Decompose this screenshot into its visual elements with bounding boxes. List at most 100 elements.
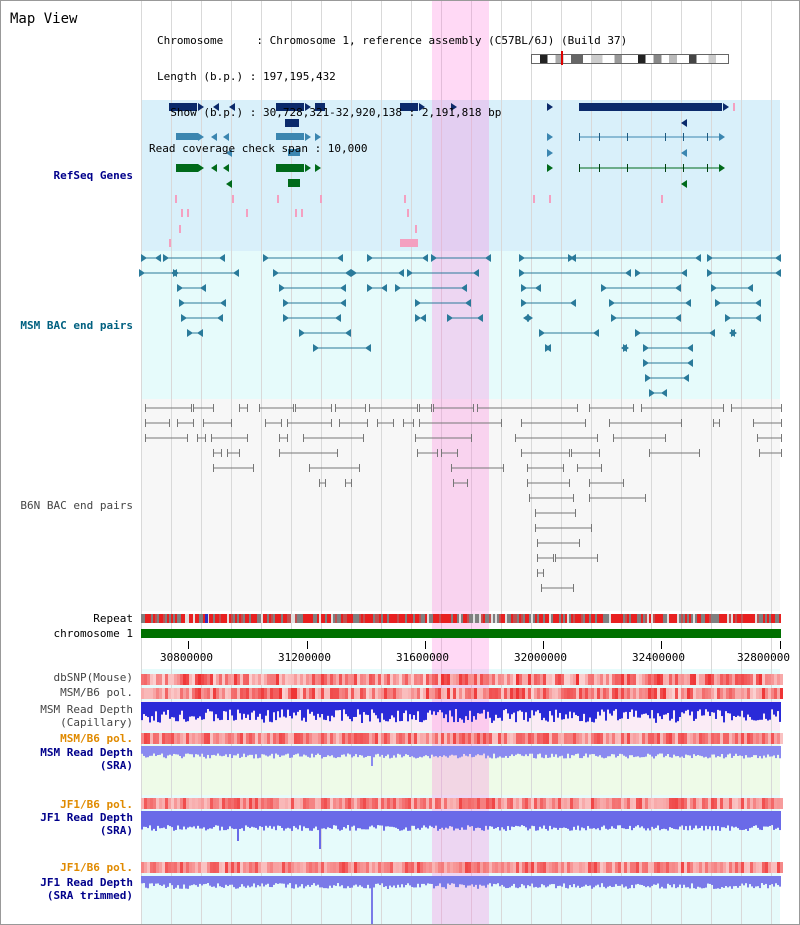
polymorphism-cell <box>444 733 447 744</box>
track-label-jf1-depth-sra-line2[interactable]: (SRA) <box>99 824 133 837</box>
polymorphism-cell <box>150 798 153 809</box>
read-depth-bar <box>759 746 761 757</box>
polymorphism-cell <box>492 862 495 873</box>
read-depth-bar <box>487 811 489 830</box>
read-depth-bar <box>209 746 211 759</box>
read-depth-bar <box>173 702 175 718</box>
polymorphism-cell <box>450 674 453 685</box>
track-label-msm-depth-cap-line1[interactable]: MSM Read Depth <box>40 703 133 716</box>
track-label-b6n-bac[interactable]: B6N BAC end pairs <box>20 499 133 512</box>
polymorphism-cell <box>588 674 591 685</box>
polymorphism-cell <box>531 688 534 699</box>
read-depth-bar <box>667 811 669 831</box>
bac-end-pair <box>181 314 187 322</box>
polymorphism-cell <box>489 733 492 744</box>
track-label-msm-b6-pol-2[interactable]: MSM/B6 pol. <box>60 732 133 745</box>
read-depth-bar <box>165 746 167 759</box>
polymorphism-cell <box>306 674 309 685</box>
read-depth-bar <box>767 876 769 889</box>
read-depth-bar <box>591 702 593 722</box>
repeat-element <box>349 614 351 623</box>
polymorphism-cell <box>354 674 357 685</box>
polymorphism-cell <box>339 798 342 809</box>
track-label-msm-b6-pol[interactable]: MSM/B6 pol. <box>60 686 133 699</box>
polymorphism-cell <box>678 674 681 685</box>
read-depth-bar <box>449 702 451 711</box>
polymorphism-cell <box>363 798 366 809</box>
polymorphism-cell <box>714 798 717 809</box>
track-label-jf1-depth-trim-line1[interactable]: JF1 Read Depth <box>40 876 133 889</box>
track-label-jf1-b6-pol[interactable]: JF1/B6 pol. <box>60 798 133 811</box>
track-label-dbsnp[interactable]: dbSNP(Mouse) <box>53 671 133 684</box>
read-depth-bar <box>189 876 191 886</box>
bac-end-cap <box>597 554 598 562</box>
polymorphism-cell <box>762 688 765 699</box>
bac-end-pair <box>187 329 193 337</box>
polymorphism-cell <box>213 674 216 685</box>
polymorphism-cell <box>171 733 174 744</box>
read-depth-bar <box>317 811 319 831</box>
polymorphism-cell <box>603 688 606 699</box>
read-depth-bar <box>489 702 491 718</box>
repeat-element <box>511 614 513 623</box>
read-depth-bar <box>213 811 215 828</box>
read-depth-bar <box>727 876 729 888</box>
read-depth-bar <box>287 746 289 754</box>
read-depth-bar <box>279 876 281 884</box>
read-depth-bar <box>753 876 755 889</box>
polymorphism-cell <box>564 674 567 685</box>
polymorphism-cell <box>318 688 321 699</box>
polymorphism-cell <box>537 688 540 699</box>
repeat-element <box>627 614 629 623</box>
polymorphism-cell <box>666 688 669 699</box>
chromosome-ideogram[interactable] <box>531 54 729 64</box>
polymorphism-cell <box>402 798 405 809</box>
read-depth-bar <box>559 702 561 713</box>
repeat-element <box>599 614 601 623</box>
track-label-repeat[interactable]: Repeat <box>93 612 133 625</box>
track-label-msm-depth-sra-line2[interactable]: (SRA) <box>99 759 133 772</box>
polymorphism-cell <box>768 688 771 699</box>
repeat-element <box>645 614 647 623</box>
polymorphism-cell <box>336 674 339 685</box>
bac-end-pair <box>709 329 715 337</box>
polymorphism-cell <box>774 674 777 685</box>
polymorphism-cell <box>513 674 516 685</box>
track-label-msm-depth-cap-line2[interactable]: (Capillary) <box>60 716 133 729</box>
read-depth-bar <box>663 702 665 715</box>
polymorphism-cell <box>507 688 510 699</box>
read-depth-bar <box>325 746 327 757</box>
bac-end-cap <box>239 449 240 457</box>
polymorphism-cell <box>234 798 237 809</box>
read-depth-bar <box>661 876 663 887</box>
grid-line <box>201 1 202 924</box>
read-depth-bar <box>231 811 233 829</box>
polymorphism-cell <box>717 688 720 699</box>
read-depth-bar <box>547 876 549 887</box>
track-label-refseq[interactable]: RefSeq Genes <box>53 169 133 182</box>
polymorphism-cell <box>426 862 429 873</box>
repeat-element <box>205 614 208 623</box>
track-label-jf1-b6-pol-2[interactable]: JF1/B6 pol. <box>60 861 133 874</box>
track-label-chromosome[interactable]: chromosome 1 <box>53 627 133 640</box>
polymorphism-cell <box>264 862 267 873</box>
track-label-jf1-depth-trim-line2[interactable]: (SRA trimmed) <box>46 889 133 902</box>
selected-region-highlight[interactable] <box>432 1 489 924</box>
polymorphism-cell <box>690 733 693 744</box>
read-depth-bar <box>545 876 547 888</box>
bac-end-pair <box>519 254 525 262</box>
read-depth-bar <box>371 876 373 924</box>
read-depth-bar <box>249 702 251 720</box>
polymorphism-cell <box>309 862 312 873</box>
track-label-msm-depth-sra-line1[interactable]: MSM Read Depth <box>40 746 133 759</box>
read-depth-bar <box>725 811 727 829</box>
read-depth-bar <box>339 811 341 831</box>
read-depth-bar <box>741 746 743 757</box>
track-label-jf1-depth-sra-line1[interactable]: JF1 Read Depth <box>40 811 133 824</box>
track-label-msm-bac[interactable]: MSM BAC end pairs <box>20 319 133 332</box>
polymorphism-cell <box>603 733 606 744</box>
read-depth-bar <box>359 746 361 756</box>
read-depth-bar <box>335 811 337 826</box>
bac-end-cap <box>433 404 434 412</box>
